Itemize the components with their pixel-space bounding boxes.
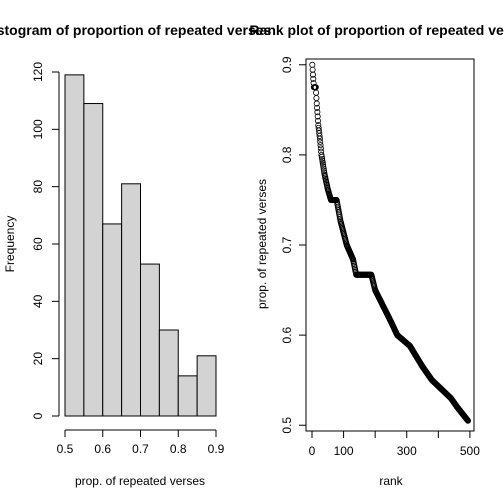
histogram-y-axis: 0 20 40 60 80 100 120: [31, 62, 60, 419]
histogram-y-tick-label: 40: [31, 294, 45, 308]
rank-plot-y-tick-label: 0.8: [280, 146, 294, 163]
histogram-y-tick-label: 80: [31, 180, 45, 194]
histogram-bars: [64, 74, 217, 417]
rank-plot-y-tick-label: 0.6: [280, 326, 294, 343]
histogram-x-label: prop. of repeated verses: [75, 474, 205, 488]
rank-point: [314, 109, 321, 116]
rank-point: [320, 161, 327, 168]
histogram-bar: [121, 183, 141, 417]
rank-plot-points: [309, 61, 471, 424]
histogram-x-tick-label: 0.9: [208, 442, 225, 456]
rank-plot-y-label: prop. of repeated verses: [255, 179, 269, 309]
rank-point: [309, 61, 316, 68]
rank-point: [320, 165, 327, 172]
rank-plot-y-tick-label: 0.5: [280, 417, 294, 434]
rank-point: [319, 159, 326, 166]
histogram-bar: [196, 355, 217, 417]
rank-point: [318, 153, 325, 160]
rank-point: [313, 89, 320, 96]
rank-point: [314, 117, 321, 124]
rank-plot-panel: Rank plot of proportion of repeated vers…: [249, 22, 504, 488]
histogram-x-axis: 0.5 0.6 0.7 0.8 0.9: [57, 429, 225, 456]
histogram-x-tick-label: 0.7: [132, 442, 149, 456]
histogram-bar: [158, 329, 179, 417]
rank-plot-x-tick-label: 100: [334, 444, 354, 458]
rank-plot-x-label: rank: [379, 474, 403, 488]
histogram-bar: [177, 375, 198, 417]
histogram-x-tick-label: 0.6: [94, 442, 111, 456]
rank-plot-x-tick-label: 500: [460, 444, 480, 458]
rank-plot-y-tick-label: 0.9: [280, 56, 294, 73]
histogram-y-tick-label: 120: [31, 62, 45, 82]
rank-point: [309, 71, 316, 78]
rank-point: [314, 113, 321, 120]
rank-plot-x-tick-label: 300: [397, 444, 417, 458]
histogram-x-tick-label: 0.5: [57, 442, 74, 456]
rank-point: [310, 75, 317, 82]
rank-point: [464, 417, 471, 424]
rank-point: [316, 132, 323, 139]
histogram-y-tick-label: 60: [31, 237, 45, 251]
histogram-x-tick-label: 0.8: [170, 442, 187, 456]
histogram-y-tick-label: 100: [31, 119, 45, 139]
rank-point: [319, 157, 326, 164]
histogram-bar: [140, 263, 160, 417]
rank-point: [317, 138, 324, 145]
rank-plot-title: Rank plot of proportion of repeated vers…: [249, 22, 504, 38]
rank-plot-x-tick-label: 0: [309, 444, 316, 458]
rank-point: [318, 151, 325, 158]
rank-point: [309, 66, 316, 73]
rank-point: [316, 135, 323, 142]
rank-plot-y-axis: 0.5 0.6 0.7 0.8 0.9: [280, 56, 306, 434]
histogram-y-label: Frequency: [3, 216, 17, 273]
rank-point: [313, 100, 320, 107]
histogram-bar: [102, 223, 123, 417]
histogram-title: Histogram of proportion of repeated vers…: [0, 22, 272, 38]
rank-point: [313, 95, 320, 102]
rank-point: [317, 145, 324, 152]
histogram-y-tick-label: 20: [31, 352, 45, 366]
rank-point: [320, 163, 327, 170]
rank-point: [317, 142, 324, 149]
histogram-bar: [83, 103, 104, 417]
rank-point: [319, 155, 326, 162]
histogram-y-tick-label: 0: [31, 412, 45, 419]
rank-plot-frame: [305, 58, 475, 432]
rank-point: [314, 104, 321, 111]
rank-plot-y-tick-label: 0.7: [280, 236, 294, 253]
histogram-panel: 0.5 0.6 0.7 0.8 0.9 0 20 40 60 80 100 120 prop. of…: [3, 62, 225, 488]
histogram-bar: [64, 74, 85, 417]
rank-plot-x-axis: 0 100 300 500: [309, 430, 480, 458]
